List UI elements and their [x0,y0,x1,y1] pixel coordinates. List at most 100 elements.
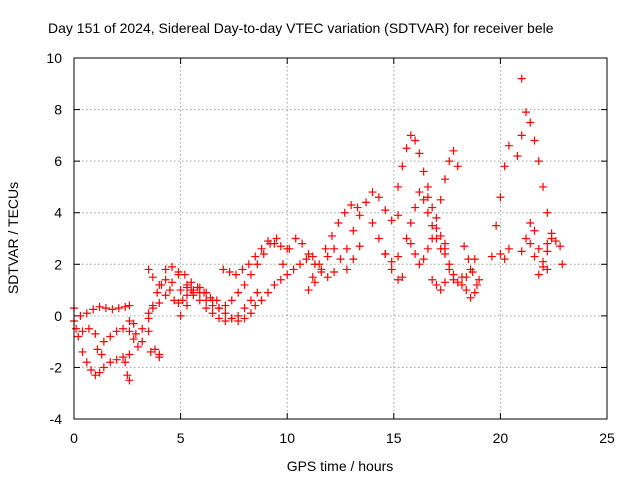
y-tick-label: 4 [54,205,62,221]
data-point [264,237,273,246]
data-point [453,162,462,171]
data-point [387,257,396,266]
data-point [428,221,437,230]
data-point [178,296,187,305]
data-point [330,244,339,253]
data-point [298,239,307,248]
data-point [496,193,505,202]
y-axis-label: SDTVAR / TECUs [5,182,21,294]
data-point [87,366,96,375]
data-point [475,275,484,284]
data-point [78,347,87,356]
x-tick-label: 0 [70,430,78,446]
series-arc-20 [381,249,407,284]
data-point [342,265,351,274]
series-arc-23 [406,224,449,269]
data-point [257,244,266,253]
data-point [289,265,298,274]
series-arc-21 [394,131,432,191]
data-point [291,234,300,243]
series-arc-33 [526,239,552,279]
data-point [336,255,345,264]
data-point [330,268,339,277]
data-point [221,317,230,326]
y-tick-label: 0 [54,308,62,324]
data-point [440,175,449,184]
x-axis-label: GPS time / hours [287,458,394,474]
data-point [125,350,134,359]
data-point [402,144,411,153]
data-point [428,234,437,243]
data-point [125,376,134,385]
data-point [411,136,420,145]
data-point [123,371,132,380]
y-tick-label: -4 [50,411,63,427]
data-point [436,286,445,295]
data-point [302,255,311,264]
data-point [155,280,164,289]
data-point [458,273,467,282]
data-point [432,224,441,233]
series-arc-1 [70,301,134,320]
series-arc-18 [342,188,403,253]
data-point [415,260,424,269]
data-point [257,296,266,305]
data-point [530,252,539,261]
data-point [259,249,268,258]
data-point [556,242,565,251]
data-point [449,270,458,279]
series-arc-5 [125,317,164,359]
data-point [355,211,364,220]
data-point [278,260,287,269]
data-point [304,286,313,295]
data-point [202,304,211,313]
data-point [349,226,358,235]
data-point [155,353,164,362]
data-point [246,296,255,305]
data-point [244,260,253,269]
data-point [470,288,479,297]
data-point [125,317,134,326]
data-point [240,280,249,289]
chart-title: Day 151 of 2024, Sidereal Day-to-day VTE… [48,20,554,36]
data-point [168,262,177,271]
series-arc-30 [496,244,513,264]
data-point [82,358,91,367]
data-point [406,219,415,228]
data-point [504,141,513,150]
data-point [374,193,383,202]
data-point [232,270,241,279]
data-point [500,255,509,264]
data-point [189,291,198,300]
data-point [240,304,249,313]
data-point [398,273,407,282]
data-point [129,335,138,344]
data-point [91,371,100,380]
data-point [108,305,117,314]
data-point [530,136,539,145]
data-point [415,149,424,158]
data-point [264,288,273,297]
data-point [347,200,356,209]
data-point [97,350,106,359]
x-tick-label: 25 [599,430,615,446]
data-point [148,304,157,313]
data-point [182,301,191,310]
data-point [99,337,108,346]
data-point [530,226,539,235]
data-point [165,286,174,295]
data-point [547,234,556,243]
series-arc-6 [121,358,134,385]
data-point [419,167,428,176]
data-point [72,324,81,333]
data-point [144,309,153,318]
data-point [534,157,543,166]
data-point [445,157,454,166]
data-point [270,239,279,248]
data-point [460,242,469,251]
data-point [251,252,260,261]
data-point [368,188,377,197]
series-arc-16 [308,200,362,282]
data-point [327,231,336,240]
data-point [419,255,428,264]
